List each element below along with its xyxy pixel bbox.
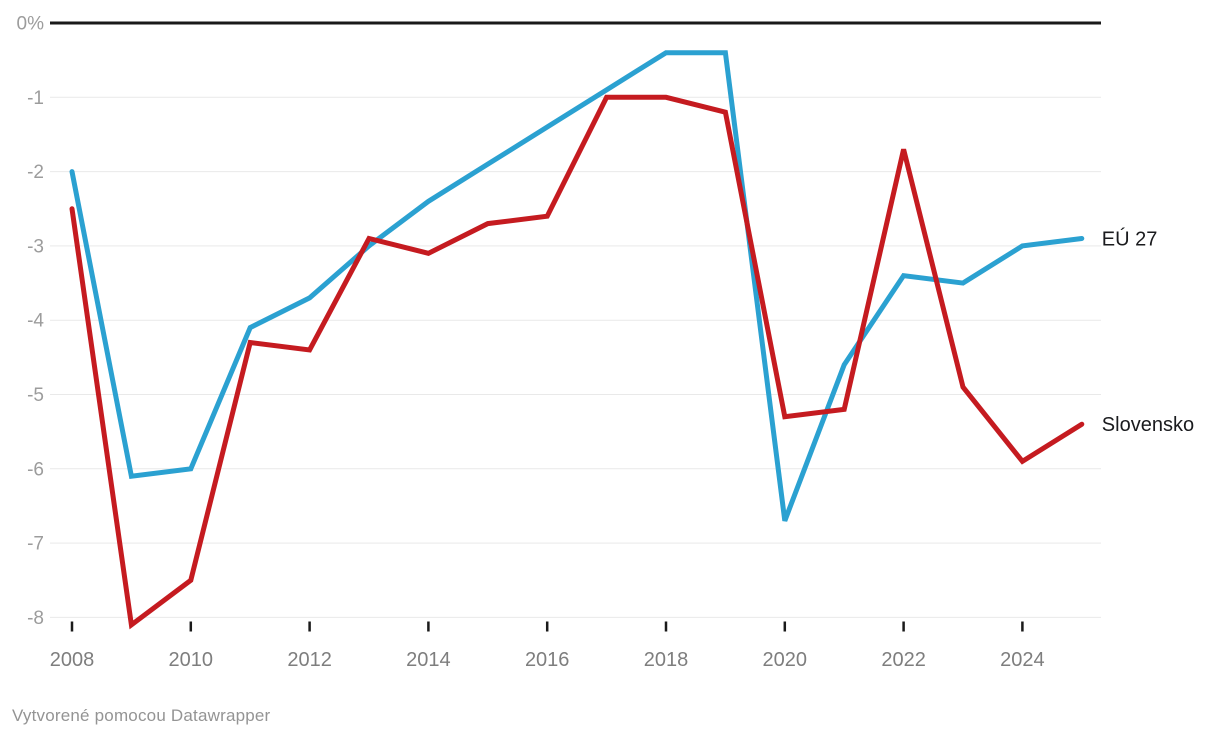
- y-tick-label: -2: [27, 162, 44, 183]
- x-tick-label: 2020: [763, 649, 808, 671]
- y-tick-label: -4: [27, 311, 44, 332]
- datawrapper-attribution-link[interactable]: Vytvorené pomocou Datawrapper: [12, 706, 271, 725]
- series-label-slovensko: Slovensko: [1102, 414, 1194, 436]
- x-tick-label: 2018: [644, 649, 689, 671]
- y-tick-label: -1: [27, 88, 44, 109]
- x-tick-label: 2008: [50, 649, 95, 671]
- y-tick-label: -7: [27, 534, 44, 555]
- y-tick-label: -8: [27, 608, 44, 629]
- x-tick-label: 2014: [406, 649, 451, 671]
- gridlines: [50, 21, 1101, 618]
- x-tick-label: 2010: [169, 649, 214, 671]
- series-line-e-27: [69, 50, 1085, 522]
- y-tick-label: -5: [27, 385, 44, 406]
- x-tick-label: 2024: [1000, 649, 1045, 671]
- x-tick-label: 2022: [881, 649, 926, 671]
- x-tick-label: 2012: [287, 649, 332, 671]
- series-label-e-27: EÚ 27: [1102, 227, 1158, 250]
- y-tick-label: 0%: [17, 14, 45, 35]
- y-tick-label: -6: [27, 459, 44, 480]
- y-tick-label: -3: [27, 236, 44, 257]
- series-line-slovensko: [69, 94, 1085, 630]
- x-tick-label: 2016: [525, 649, 570, 671]
- y-axis-labels: 0% -1 -2 -3 -4 -5 -6 -7 -8: [17, 14, 45, 629]
- x-axis: 2008 2010 2012 2014 2016 2018 2020 2022 2024: [50, 621, 1045, 671]
